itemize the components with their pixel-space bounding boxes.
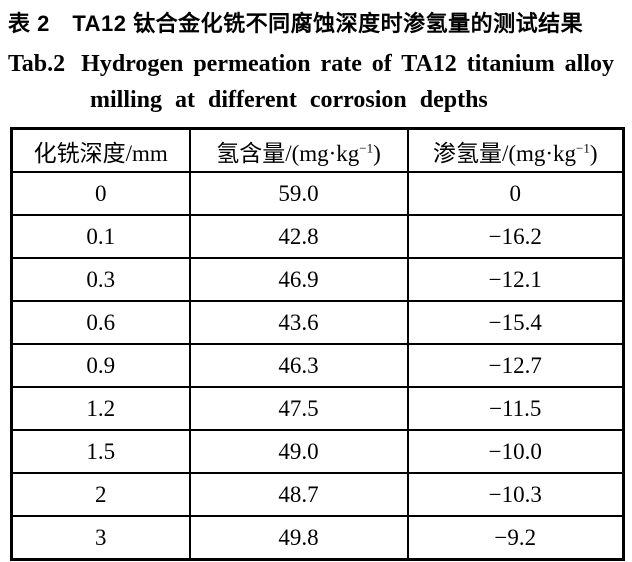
cell-rate: −12.7 <box>406 343 625 388</box>
table-row: 1.2 47.5 −11.5 <box>10 386 625 431</box>
cell-rate: −10.0 <box>406 429 625 474</box>
table-row: 2 48.7 −10.3 <box>10 472 625 517</box>
cell-depth: 0.1 <box>10 214 191 259</box>
data-table: 化铣深度/mm 氢含量/(mg·kg−1) 渗氢量/(mg·kg−1) 0 59… <box>10 127 625 561</box>
table-row: 1.5 49.0 −10.0 <box>10 429 625 474</box>
col-header-permeation-rate: 渗氢量/(mg·kg−1) <box>406 127 625 173</box>
col-header-hydrogen-content-sup: −1 <box>359 139 374 155</box>
cell-content: 49.0 <box>188 429 409 474</box>
col-header-permeation-rate-close: ) <box>589 140 598 166</box>
col-header-milling-depth-label: 化铣深度/mm <box>33 140 168 166</box>
table-row: 0 59.0 0 <box>10 171 625 216</box>
cell-depth: 0.6 <box>10 300 191 345</box>
cell-rate: −12.1 <box>406 257 625 302</box>
cell-depth: 0.9 <box>10 343 191 388</box>
table-caption-en-text: Hydrogen permeation rate of TA12 titaniu… <box>81 51 614 77</box>
cell-depth: 3 <box>10 515 191 561</box>
col-header-hydrogen-content-label: 氢含量/(mg·kg <box>216 140 360 166</box>
header-row: 化铣深度/mm 氢含量/(mg·kg−1) 渗氢量/(mg·kg−1) <box>10 127 625 173</box>
cell-content: 47.5 <box>188 386 409 431</box>
cell-depth: 0.3 <box>10 257 191 302</box>
cell-rate: −16.2 <box>406 214 625 259</box>
table-caption-en-line2: milling at different corrosion depths <box>90 87 488 113</box>
table-caption-en: Tab.2 Hydrogen permeation rate of TA12 t… <box>8 51 614 78</box>
cell-depth: 1.5 <box>10 429 191 474</box>
cell-content: 59.0 <box>188 171 409 216</box>
cell-depth: 1.2 <box>10 386 191 431</box>
cell-rate: −9.2 <box>406 515 625 561</box>
table-row: 0.9 46.3 −12.7 <box>10 343 625 388</box>
cell-rate: −10.3 <box>406 472 625 517</box>
table-caption-en-label: Tab.2 <box>8 51 66 77</box>
table-row: 3 49.8 −9.2 <box>10 515 625 561</box>
paper-table-page: 表 2 TA12 钛合金化铣不同腐蚀深度时渗氢量的测试结果 Tab.2 Hydr… <box>0 6 632 562</box>
cell-rate: −15.4 <box>406 300 625 345</box>
col-header-permeation-rate-sup: −1 <box>576 139 590 155</box>
col-header-permeation-rate-label: 渗氢量/(mg·kg <box>432 140 577 166</box>
cell-depth: 0 <box>10 171 191 216</box>
col-header-hydrogen-content: 氢含量/(mg·kg−1) <box>188 127 409 173</box>
cell-content: 48.7 <box>188 472 409 517</box>
cell-depth: 2 <box>10 472 191 517</box>
cell-rate: −11.5 <box>406 386 625 431</box>
table-row: 0.3 46.9 −12.1 <box>10 257 625 302</box>
table-row: 0.6 43.6 −15.4 <box>10 300 625 345</box>
cell-content: 43.6 <box>188 300 409 345</box>
col-header-hydrogen-content-close: ) <box>373 140 381 166</box>
table-row: 0.1 42.8 −16.2 <box>10 214 625 259</box>
cell-content: 46.9 <box>188 257 409 302</box>
cell-rate: 0 <box>406 171 625 216</box>
cell-content: 42.8 <box>188 214 409 259</box>
cell-content: 49.8 <box>188 515 409 561</box>
col-header-milling-depth: 化铣深度/mm <box>10 127 191 173</box>
table-caption-zh: 表 2 TA12 钛合金化铣不同腐蚀深度时渗氢量的测试结果 <box>8 11 584 36</box>
cell-content: 46.3 <box>188 343 409 388</box>
